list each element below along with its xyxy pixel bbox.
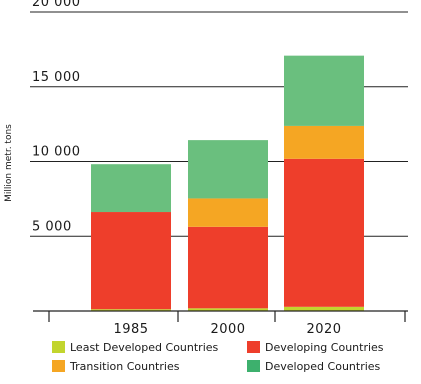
legend-swatch xyxy=(52,360,65,372)
bars xyxy=(91,55,364,311)
legend-swatch xyxy=(247,360,260,372)
y-tick-labels: 5 000 10 000 15 000 20 000 xyxy=(32,0,81,234)
legend-item: Developed Countries xyxy=(247,360,381,373)
bar-stack-2000 xyxy=(188,140,268,311)
bar-stack-2020 xyxy=(284,55,364,311)
bar-segment xyxy=(188,198,268,227)
legend-item: Developing Countries xyxy=(247,341,384,354)
bar-segment xyxy=(284,158,364,307)
y-tick-label: 20 000 xyxy=(32,0,81,10)
legend-item: Least Developed Countries xyxy=(52,341,219,354)
y-tick-label: 15 000 xyxy=(32,70,81,85)
x-category-label: 2020 xyxy=(306,322,341,337)
y-axis-label: Million metr. tons xyxy=(4,124,14,202)
bar-segment xyxy=(284,306,364,311)
bar-segment xyxy=(188,140,268,199)
y-tick-label: 10 000 xyxy=(32,145,81,160)
x-axis: 1985 2000 2020 xyxy=(33,310,408,337)
x-category-label: 2000 xyxy=(210,322,245,337)
bar-segment xyxy=(188,226,268,309)
legend-label: Developed Countries xyxy=(265,360,381,373)
legend-label: Transition Countries xyxy=(69,360,180,373)
y-tick-label: 5 000 xyxy=(32,219,72,234)
bar-segment xyxy=(91,212,171,310)
bar-segment xyxy=(284,55,364,126)
bar-segment xyxy=(91,309,171,311)
bar-segment xyxy=(284,125,364,159)
legend: Least Developed Countries Developing Coun… xyxy=(52,341,384,373)
bar-segment xyxy=(188,308,268,311)
legend-item: Transition Countries xyxy=(52,360,180,373)
bar-segment xyxy=(91,164,171,213)
legend-swatch xyxy=(52,341,65,353)
legend-swatch xyxy=(247,341,260,353)
legend-label: Developing Countries xyxy=(265,341,384,354)
bar-stack-1985 xyxy=(91,164,171,311)
x-category-label: 1985 xyxy=(113,322,148,337)
legend-label: Least Developed Countries xyxy=(70,341,219,354)
